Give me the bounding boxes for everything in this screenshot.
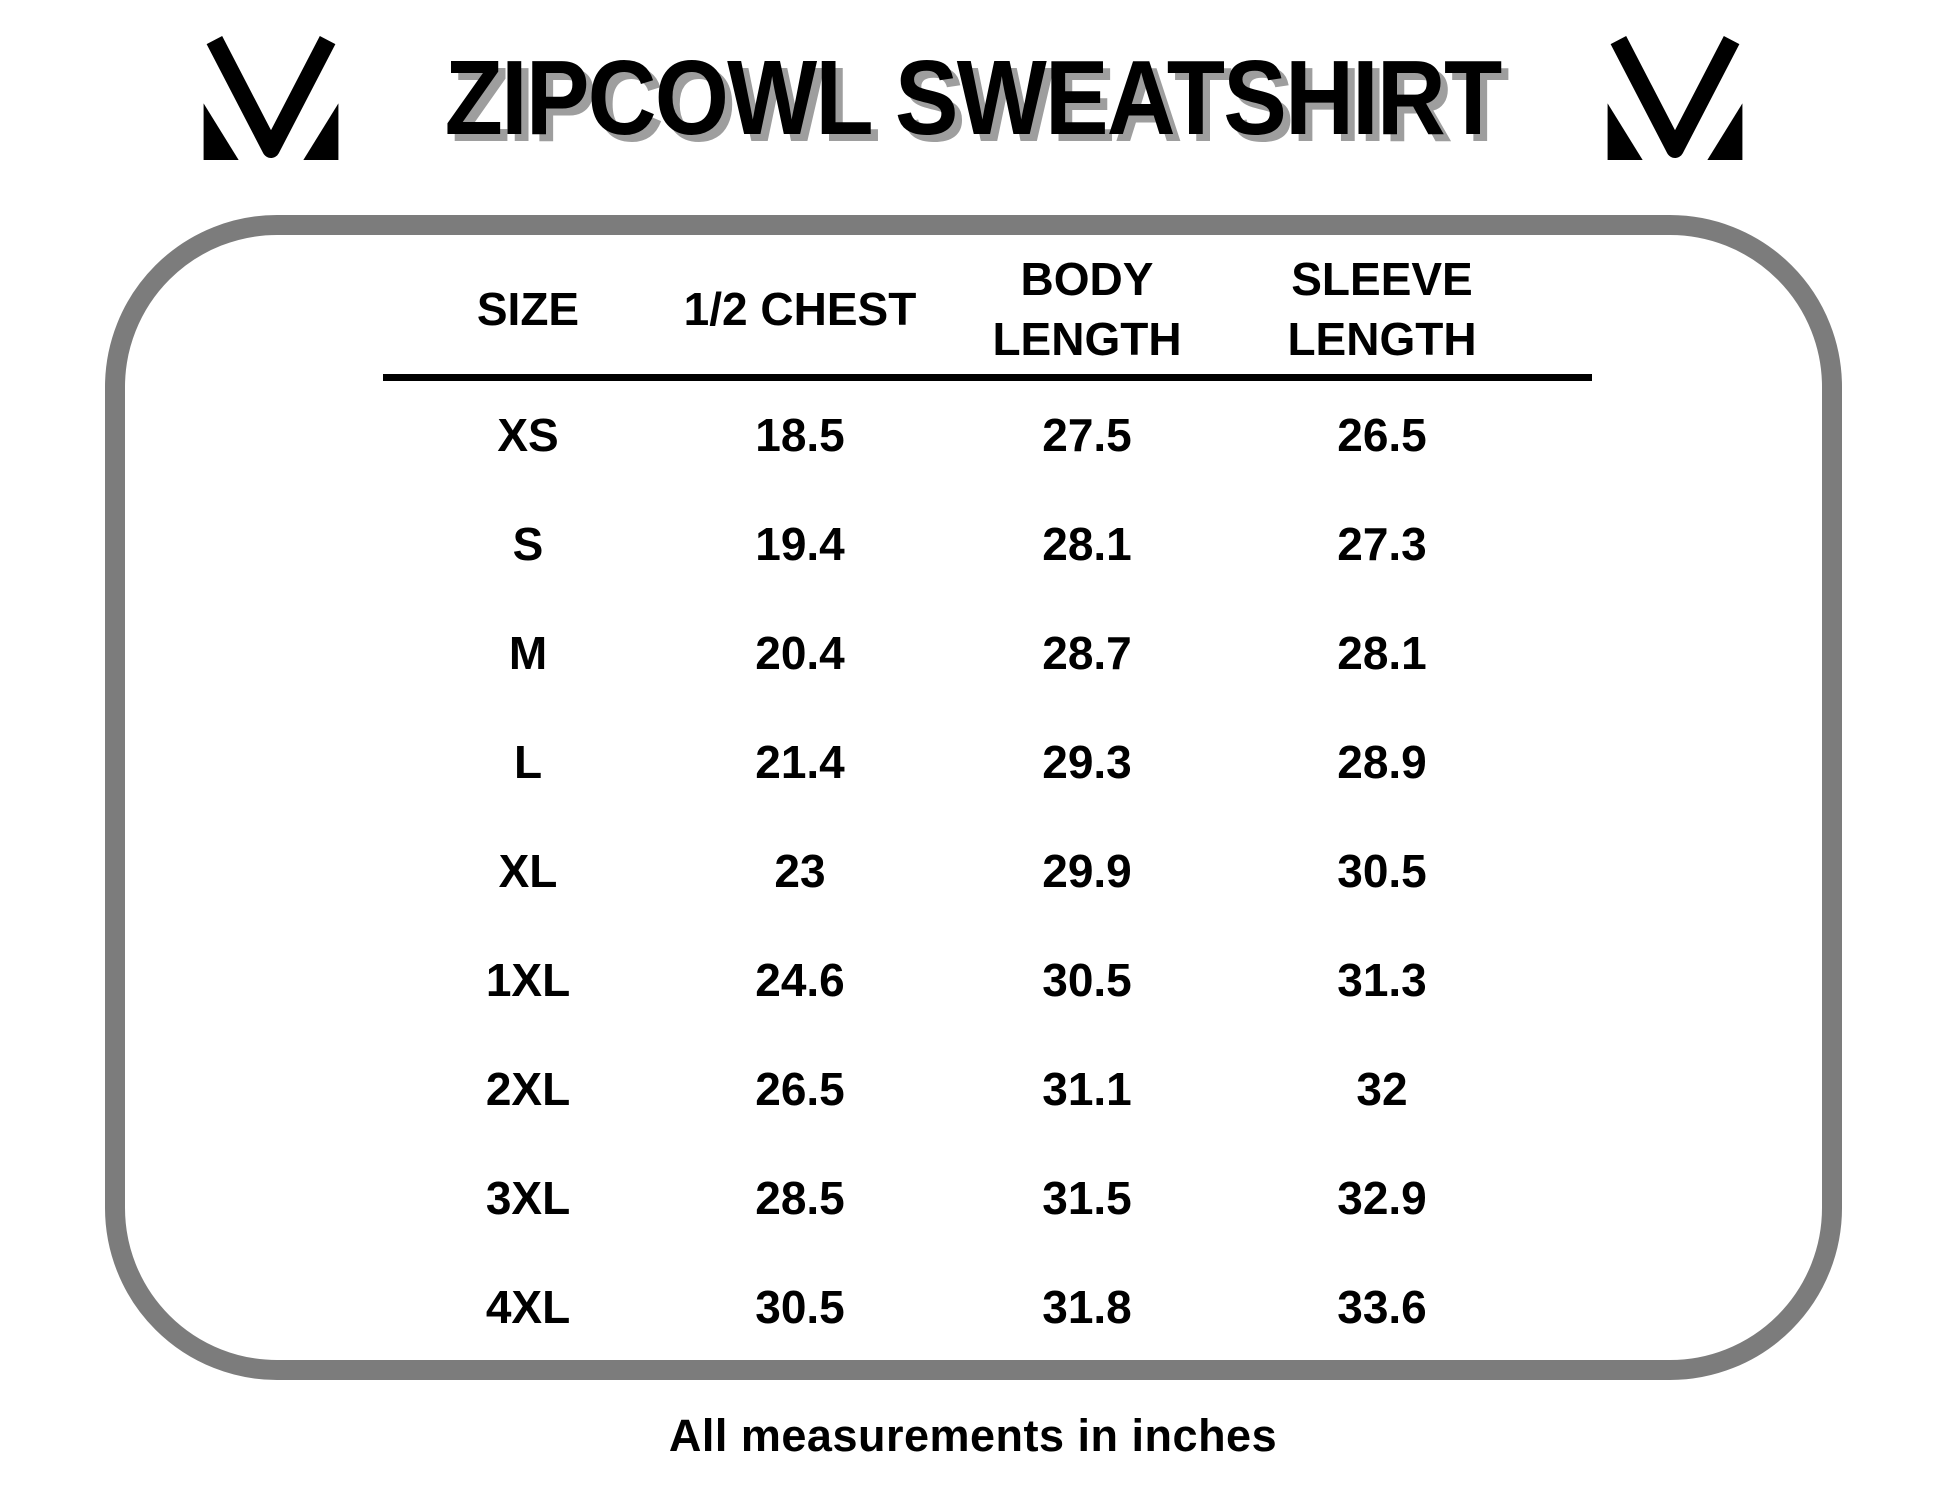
cell-size: S bbox=[512, 518, 544, 571]
cell-body: 29.9 bbox=[1042, 845, 1132, 898]
table-row: M 20.4 28.7 28.1 bbox=[383, 599, 1592, 708]
cell-sleeve: 33.6 bbox=[1337, 1281, 1427, 1334]
cell-body: 28.1 bbox=[1042, 518, 1132, 571]
cell-chest: 19.4 bbox=[755, 518, 845, 571]
cell-sleeve: 32.9 bbox=[1337, 1172, 1427, 1225]
cell-chest: 26.5 bbox=[755, 1063, 845, 1116]
col-header-half-chest: 1/2 CHEST bbox=[683, 282, 917, 335]
cell-size: XL bbox=[498, 845, 558, 898]
cell-body: 27.5 bbox=[1042, 409, 1132, 462]
cell-chest: 28.5 bbox=[755, 1172, 845, 1225]
table-row: S 19.4 28.1 27.3 bbox=[383, 490, 1592, 599]
col-header-size: SIZE bbox=[476, 282, 580, 335]
cell-sleeve: 26.5 bbox=[1337, 409, 1427, 462]
size-table: SIZE 1/2 CHEST BODY LENGTH SLEEVE LENGTH… bbox=[383, 250, 1592, 1362]
cell-size: 2XL bbox=[485, 1063, 571, 1116]
cell-body: 28.7 bbox=[1042, 627, 1132, 680]
measurements-note: All measurements in inches bbox=[668, 1410, 1278, 1461]
col-header-sleeve-length: SLEEVE LENGTH bbox=[1287, 253, 1477, 365]
cell-chest: 21.4 bbox=[755, 736, 845, 789]
table-row: 1XL 24.6 30.5 31.3 bbox=[383, 926, 1592, 1035]
rounded-frame bbox=[105, 215, 1842, 1380]
cell-sleeve: 32 bbox=[1356, 1063, 1408, 1116]
mv-brand-logo-icon bbox=[204, 36, 339, 160]
cell-sleeve: 27.3 bbox=[1337, 518, 1427, 571]
table-header-row: SIZE 1/2 CHEST BODY LENGTH SLEEVE LENGTH bbox=[383, 250, 1592, 370]
col-header-body-length: BODY LENGTH bbox=[992, 253, 1182, 365]
cell-chest: 18.5 bbox=[755, 409, 845, 462]
mv-brand-logo-icon bbox=[1607, 36, 1742, 160]
cell-body: 30.5 bbox=[1042, 954, 1132, 1007]
page-header: ZIPCOWL SWEATSHIRT bbox=[0, 24, 1946, 172]
table-row: 2XL 26.5 31.1 32 bbox=[383, 1035, 1592, 1144]
table-row: L 21.4 29.3 28.9 bbox=[383, 708, 1592, 817]
cell-sleeve: 28.1 bbox=[1337, 627, 1427, 680]
cell-size: 3XL bbox=[485, 1172, 571, 1225]
cell-body: 31.5 bbox=[1042, 1172, 1132, 1225]
table-row: 4XL 30.5 31.8 33.6 bbox=[383, 1253, 1592, 1362]
cell-size: 4XL bbox=[485, 1281, 571, 1334]
cell-chest: 30.5 bbox=[755, 1281, 845, 1334]
page-title: ZIPCOWL SWEATSHIRT bbox=[445, 38, 1503, 157]
cell-chest: 20.4 bbox=[755, 627, 845, 680]
cell-size: M bbox=[508, 627, 548, 680]
cell-body: 31.1 bbox=[1042, 1063, 1132, 1116]
cell-size: 1XL bbox=[485, 954, 571, 1007]
cell-body: 29.3 bbox=[1042, 736, 1132, 789]
cell-chest: 23 bbox=[774, 845, 826, 898]
header-divider-line bbox=[383, 373, 1592, 381]
table-row: 3XL 28.5 31.5 32.9 bbox=[383, 1144, 1592, 1253]
cell-size: L bbox=[513, 736, 543, 789]
cell-sleeve: 28.9 bbox=[1337, 736, 1427, 789]
cell-body: 31.8 bbox=[1042, 1281, 1132, 1334]
cell-size: XS bbox=[497, 409, 559, 462]
cell-chest: 24.6 bbox=[755, 954, 845, 1007]
cell-sleeve: 30.5 bbox=[1337, 845, 1427, 898]
table-row: XS 18.5 27.5 26.5 bbox=[383, 381, 1592, 490]
cell-sleeve: 31.3 bbox=[1337, 954, 1427, 1007]
table-row: XL 23 29.9 30.5 bbox=[383, 817, 1592, 926]
